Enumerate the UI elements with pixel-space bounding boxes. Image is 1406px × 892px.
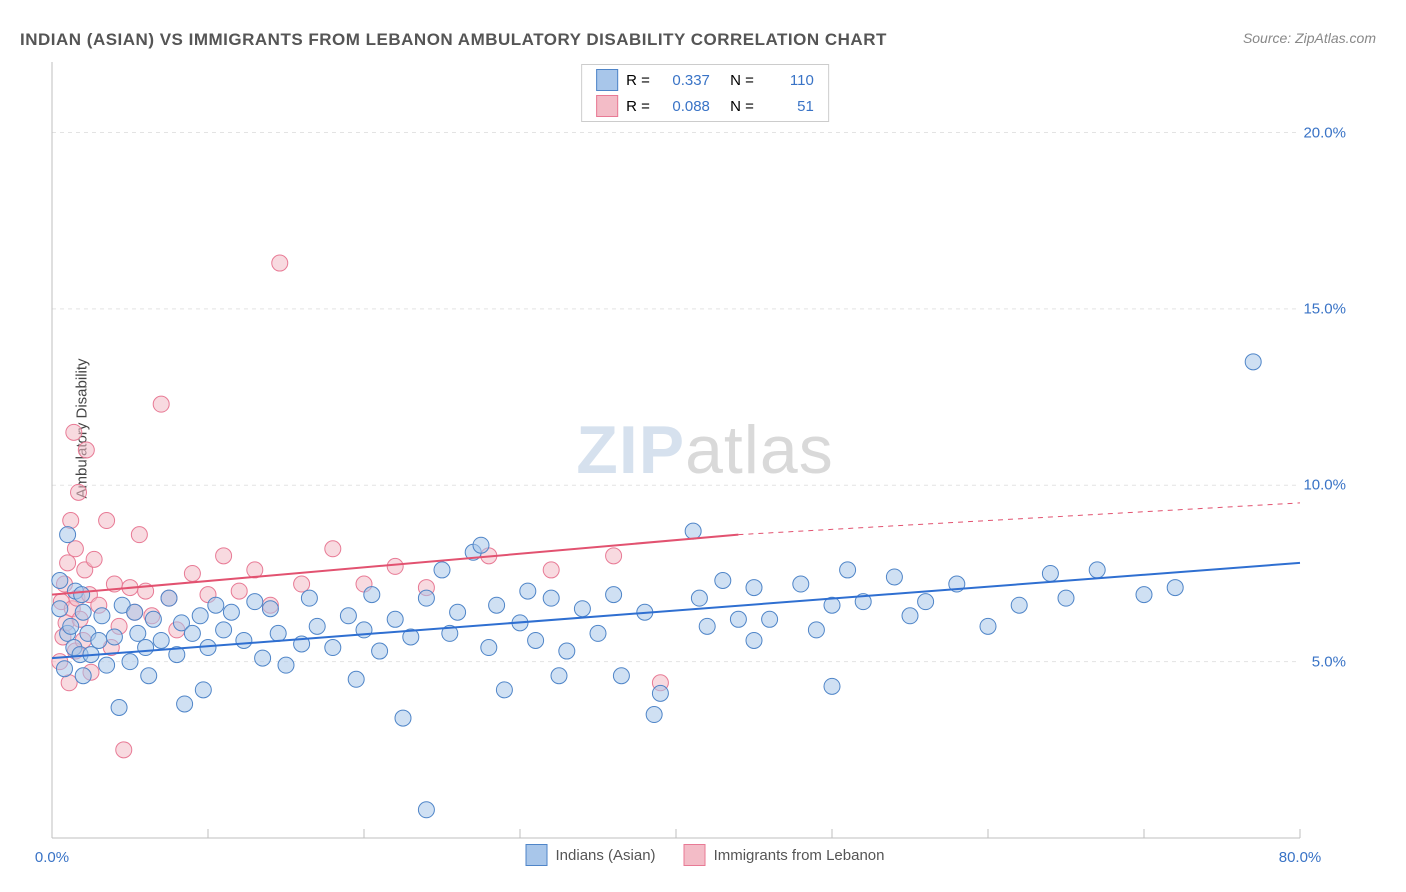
n-value-lebanon: 51 xyxy=(762,98,814,115)
stats-row-indians: R = 0.337 N = 110 xyxy=(582,67,828,93)
n-label: N = xyxy=(730,72,754,89)
y-tick-label: 15.0% xyxy=(1303,300,1346,317)
chart-title: INDIAN (ASIAN) VS IMMIGRANTS FROM LEBANO… xyxy=(20,30,887,50)
swatch-lebanon-icon xyxy=(596,95,618,117)
stats-box: R = 0.337 N = 110 R = 0.088 N = 51 xyxy=(581,64,829,122)
chart-svg xyxy=(50,60,1360,840)
legend-item-indians: Indians (Asian) xyxy=(526,844,656,866)
chart-container: INDIAN (ASIAN) VS IMMIGRANTS FROM LEBANO… xyxy=(0,0,1406,892)
legend-label-indians: Indians (Asian) xyxy=(556,847,656,864)
r-value-lebanon: 0.088 xyxy=(658,98,710,115)
stats-row-lebanon: R = 0.088 N = 51 xyxy=(582,93,828,119)
swatch-lebanon-icon xyxy=(684,844,706,866)
n-label: N = xyxy=(730,98,754,115)
legend-item-lebanon: Immigrants from Lebanon xyxy=(684,844,885,866)
plot-area: R = 0.337 N = 110 R = 0.088 N = 51 ZIPat… xyxy=(50,60,1360,840)
source-caption: Source: ZipAtlas.com xyxy=(1243,30,1376,46)
x-tick-label: 0.0% xyxy=(35,849,69,866)
n-value-indians: 110 xyxy=(762,72,814,89)
source-label: Source: xyxy=(1243,30,1291,46)
swatch-indians-icon xyxy=(596,69,618,91)
r-label: R = xyxy=(626,98,650,115)
r-label: R = xyxy=(626,72,650,89)
y-tick-label: 10.0% xyxy=(1303,477,1346,494)
swatch-indians-icon xyxy=(526,844,548,866)
legend-label-lebanon: Immigrants from Lebanon xyxy=(714,847,885,864)
legend: Indians (Asian) Immigrants from Lebanon xyxy=(526,844,885,866)
source-name: ZipAtlas.com xyxy=(1295,30,1376,46)
r-value-indians: 0.337 xyxy=(658,72,710,89)
x-tick-label: 80.0% xyxy=(1279,849,1322,866)
y-tick-label: 5.0% xyxy=(1312,653,1346,670)
y-tick-label: 20.0% xyxy=(1303,124,1346,141)
